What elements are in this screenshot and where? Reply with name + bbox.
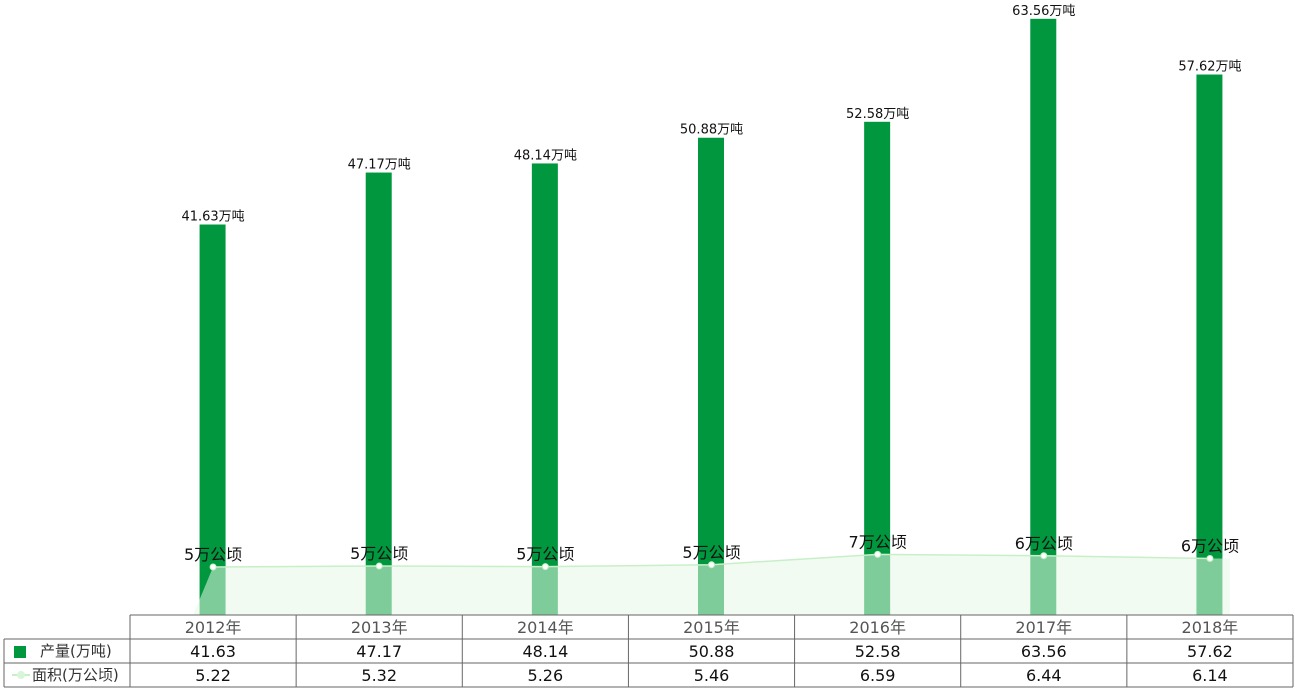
table-cell: 6.44 xyxy=(1026,666,1062,685)
area-data-label: 5万公顷 xyxy=(682,543,740,562)
bar-data-label: 63.56万吨 xyxy=(1012,4,1075,19)
area-point xyxy=(874,550,882,558)
table-cell: 50.88 xyxy=(689,642,735,661)
table-row-label: 产量(万吨) xyxy=(40,642,112,660)
bar xyxy=(1030,18,1057,616)
bar-data-label: 41.63万吨 xyxy=(181,210,244,225)
area-data-label: 5万公顷 xyxy=(184,545,242,564)
legend-key-area-point xyxy=(17,671,25,679)
area-fill xyxy=(193,554,1230,615)
table-cell: 5.26 xyxy=(528,666,564,685)
bar xyxy=(199,224,226,615)
area-data-label: 5万公顷 xyxy=(350,544,408,563)
bar-data-label: 52.58万吨 xyxy=(846,107,909,122)
table-header-cell: 2017年 xyxy=(1015,618,1072,637)
bar xyxy=(365,172,392,615)
area-point xyxy=(541,563,549,571)
table-header-cell: 2014年 xyxy=(517,618,574,637)
table-cell: 47.17 xyxy=(356,642,402,661)
bar-data-label: 48.14万吨 xyxy=(514,148,577,163)
area-point xyxy=(209,563,217,571)
table-cell: 41.63 xyxy=(190,642,236,661)
bar-data-label: 57.62万吨 xyxy=(1178,60,1241,75)
table-header-cell: 2012年 xyxy=(185,618,242,637)
table-row-label: 面积(万公顷) xyxy=(32,666,119,684)
area-data-label: 7万公顷 xyxy=(849,532,907,551)
table-cell: 6.59 xyxy=(860,666,896,685)
area-point xyxy=(1206,555,1214,563)
bar xyxy=(864,121,891,616)
table-cell: 6.14 xyxy=(1192,666,1228,685)
data-labels: 41.63万吨 47.17万吨 48.14万吨 50.88万吨 52.58万吨 63.56… xyxy=(181,4,1241,564)
area-series xyxy=(193,550,1230,615)
table-cell: 52.58 xyxy=(855,642,901,661)
table-cell: 5.32 xyxy=(361,666,397,685)
area-data-label: 5万公顷 xyxy=(516,545,574,564)
bar xyxy=(698,137,724,615)
table-cell: 57.62 xyxy=(1187,642,1233,661)
area-data-label: 6万公顷 xyxy=(1015,534,1073,553)
bar-data-label: 50.88万吨 xyxy=(680,123,743,138)
bar-data-label: 47.17万吨 xyxy=(348,158,411,173)
area-point xyxy=(708,561,715,569)
legend-key-bar xyxy=(14,646,26,658)
table-cell: 5.46 xyxy=(694,666,730,685)
table-header-cell: 2018年 xyxy=(1182,618,1239,637)
table-header-cell: 2013年 xyxy=(351,618,408,637)
bar xyxy=(1196,74,1223,615)
data-table: 2012年 2013年 2014年 2015年 2016年 2017年 2018年产量(万吨… xyxy=(3,614,1294,688)
area-point xyxy=(375,562,383,570)
table-cell: 48.14 xyxy=(522,642,568,661)
area-data-label: 6万公顷 xyxy=(1181,537,1239,556)
bar xyxy=(531,163,558,616)
table-header-cell: 2015年 xyxy=(683,618,740,637)
table-header-cell: 2016年 xyxy=(849,618,906,637)
bar-series xyxy=(199,18,1223,616)
area-point xyxy=(1040,552,1048,560)
table-cell: 5.22 xyxy=(195,666,231,685)
table-cell: 63.56 xyxy=(1021,642,1067,661)
